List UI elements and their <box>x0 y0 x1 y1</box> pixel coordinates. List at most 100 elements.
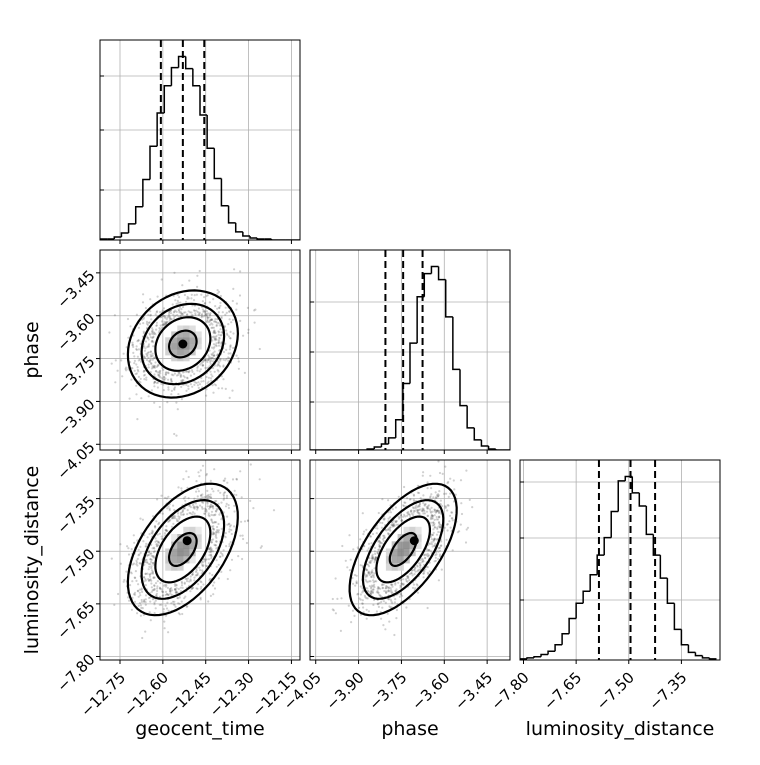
scatter-point <box>166 593 169 596</box>
scatter-point <box>353 573 357 577</box>
scatter-point <box>383 589 386 593</box>
scatter-point <box>382 536 386 540</box>
scatter-point <box>471 506 474 509</box>
scatter-point <box>179 586 182 589</box>
scatter-point <box>433 524 436 527</box>
scatter-point <box>169 316 172 319</box>
scatter-point <box>210 322 213 325</box>
scatter-point <box>219 301 222 304</box>
scatter-point <box>189 575 192 578</box>
scatter-point <box>429 516 433 519</box>
scatter-point <box>390 583 393 586</box>
scatter-point <box>145 322 148 325</box>
scatter-point <box>367 565 371 568</box>
scatter-point <box>159 372 162 375</box>
scatter-point <box>228 543 231 546</box>
scatter-point <box>153 356 156 359</box>
y-tick-label: −7.80 <box>53 650 98 695</box>
scatter-point <box>170 380 173 383</box>
scatter-point <box>157 374 160 377</box>
scatter-point <box>419 508 422 511</box>
scatter-point <box>210 318 213 321</box>
scatter-point <box>137 595 140 598</box>
scatter-point <box>172 504 175 507</box>
scatter-point <box>167 495 170 498</box>
scatter-point <box>190 314 193 317</box>
scatter-point <box>377 539 380 542</box>
density-cell <box>183 526 190 535</box>
scatter-point <box>401 519 404 522</box>
scatter-point <box>167 388 170 391</box>
scatter-point <box>237 555 240 558</box>
scatter-point <box>227 359 230 362</box>
scatter-point <box>222 498 225 501</box>
scatter-point <box>178 602 181 605</box>
histogram-bin <box>256 237 265 240</box>
density-cell <box>177 349 184 356</box>
scatter-point <box>121 375 124 378</box>
scatter-point <box>384 628 387 631</box>
scatter-point <box>210 518 213 521</box>
scatter-point <box>389 590 392 593</box>
scatter-point <box>175 302 178 305</box>
joint-geocent_time-phase <box>100 250 300 450</box>
scatter-point <box>153 373 156 376</box>
scatter-point <box>388 586 391 589</box>
scatter-point <box>374 556 377 559</box>
scatter-point <box>448 514 452 517</box>
scatter-point <box>450 517 453 520</box>
scatter-point <box>181 380 184 383</box>
scatter-point <box>178 517 181 521</box>
scatter-point <box>187 370 190 373</box>
scatter-point <box>151 352 154 355</box>
scatter-point <box>196 384 199 387</box>
scatter-point <box>365 608 368 611</box>
histogram-bin <box>596 554 605 575</box>
scatter-point <box>149 336 152 339</box>
scatter-point <box>205 313 208 316</box>
scatter-point <box>126 545 129 548</box>
scatter-point <box>212 331 215 334</box>
scatter-point <box>419 497 422 500</box>
scatter-point <box>140 587 143 590</box>
scatter-point <box>175 434 178 437</box>
scatter-point <box>368 573 371 577</box>
scatter-point <box>241 534 244 537</box>
scatter-point <box>367 571 370 574</box>
scatter-point <box>150 567 153 570</box>
scatter-point <box>239 470 242 473</box>
scatter-point <box>432 528 435 531</box>
scatter-point <box>154 313 157 316</box>
scatter-point <box>151 547 154 550</box>
scatter-point <box>217 502 220 505</box>
scatter-point <box>379 521 382 524</box>
scatter-point <box>389 606 392 609</box>
scatter-point <box>208 358 211 362</box>
scatter-points <box>331 460 474 637</box>
scatter-point <box>371 590 375 594</box>
scatter-point <box>334 577 337 580</box>
scatter-point <box>183 507 187 510</box>
scatter-point <box>151 554 154 558</box>
histogram-bin <box>487 445 496 450</box>
scatter-point <box>411 506 415 509</box>
scatter-point <box>423 509 426 513</box>
density-cell <box>195 541 202 549</box>
scatter-point <box>152 576 155 579</box>
scatter-point <box>202 360 205 363</box>
scatter-point <box>179 511 182 514</box>
scatter-point <box>202 380 205 383</box>
scatter-point <box>419 562 422 565</box>
scatter-point <box>204 558 207 562</box>
scatter-point <box>179 373 182 376</box>
scatter-point <box>141 301 145 304</box>
scatter-point <box>144 340 148 343</box>
scatter-point <box>158 371 161 374</box>
scatter-point <box>190 369 194 372</box>
scatter-point <box>152 366 155 369</box>
histogram-bin <box>127 223 136 233</box>
scatter-point <box>207 514 210 517</box>
scatter-point <box>211 550 215 553</box>
scatter-point <box>135 561 138 564</box>
